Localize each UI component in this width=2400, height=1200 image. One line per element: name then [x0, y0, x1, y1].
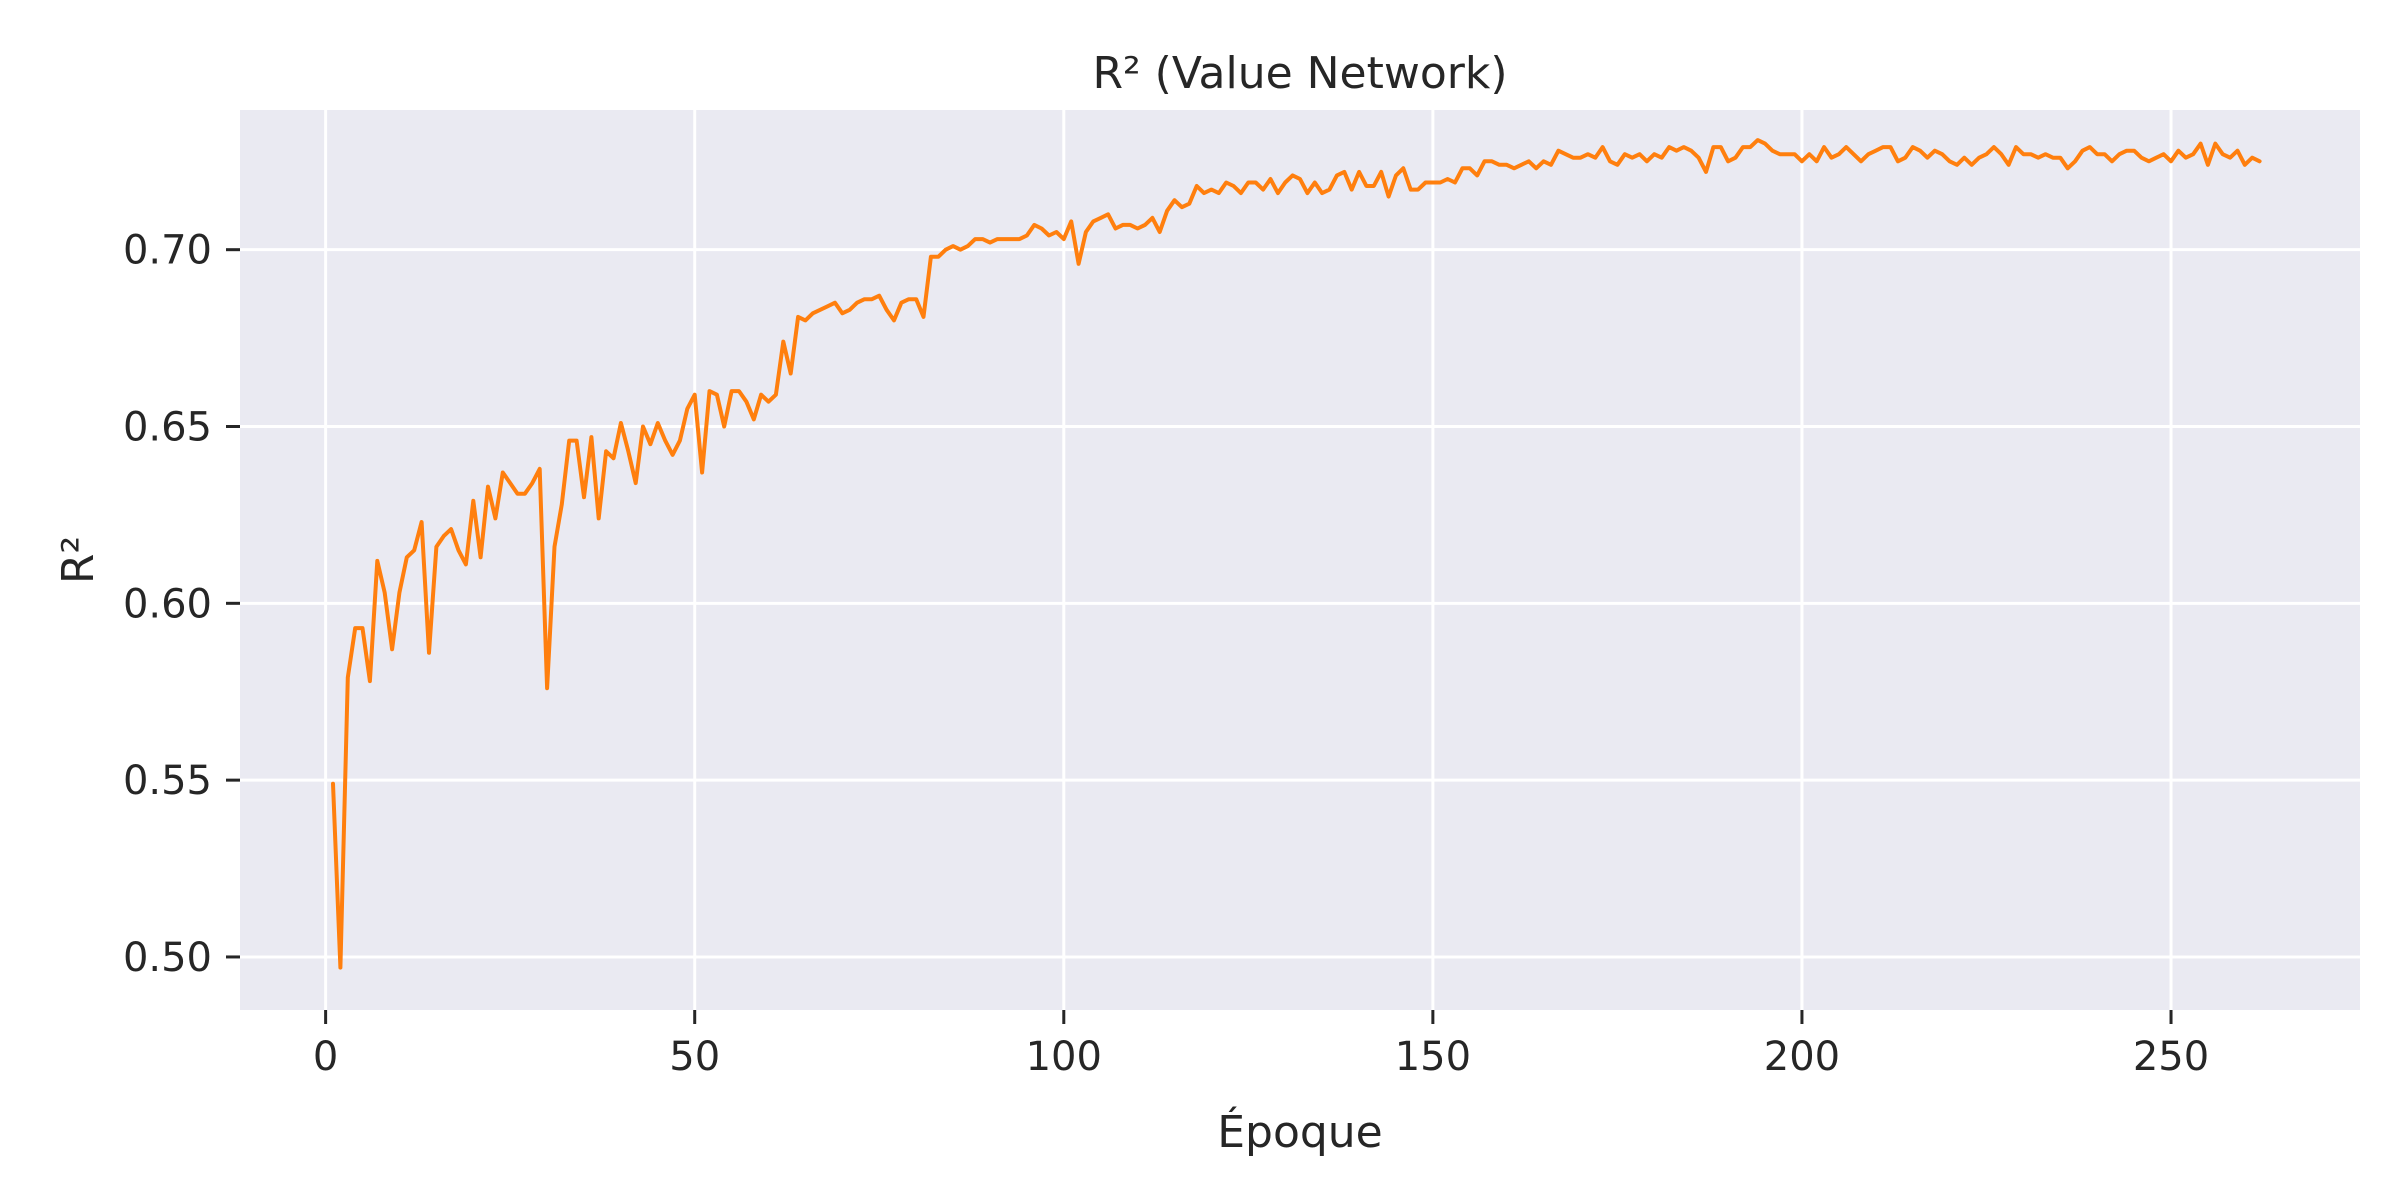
- plot-background: [240, 110, 2360, 1010]
- y-tick-labels: 0.50 0.55 0.60 0.65 0.70: [123, 228, 212, 981]
- x-axis-label: Époque: [1217, 1105, 1383, 1158]
- x-tick-labels: 0 50 100 150 200 250: [313, 1034, 2209, 1080]
- y-tick-label: 0.65: [123, 405, 212, 451]
- x-tick-label: 200: [1764, 1034, 1840, 1080]
- x-tick-label: 250: [2133, 1034, 2209, 1080]
- series-group: [331, 138, 2262, 970]
- x-tick-label: 150: [1395, 1034, 1471, 1080]
- y-tick-label: 0.70: [123, 228, 212, 274]
- x-tick-label: 100: [1026, 1034, 1102, 1080]
- y-tick-label: 0.50: [123, 935, 212, 981]
- grid: [240, 110, 2360, 1010]
- y-axis-label: R²: [53, 536, 104, 584]
- y-tick-label: 0.55: [123, 758, 212, 804]
- tick-marks: [226, 248, 2173, 1024]
- y-tick-label: 0.60: [123, 581, 212, 627]
- chart-title: R² (Value Network): [1092, 48, 1507, 99]
- x-tick-label: 0: [313, 1034, 338, 1080]
- series-line: [331, 138, 2262, 970]
- x-tick-label: 50: [669, 1034, 720, 1080]
